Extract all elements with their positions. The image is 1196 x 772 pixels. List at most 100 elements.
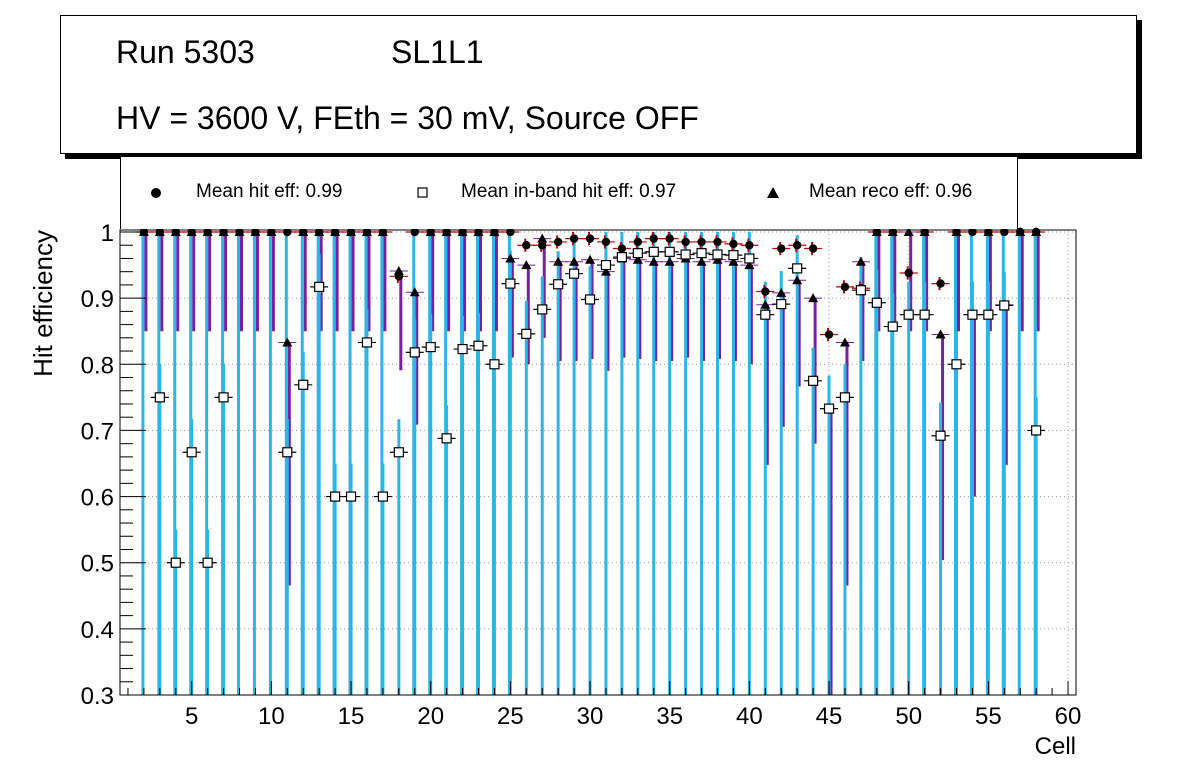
reco-point: [648, 256, 659, 266]
hit-point: [346, 227, 356, 237]
inband-point: [712, 249, 723, 260]
title-box: Run 5303 SL1L1 HV = 3600 V, FEth = 30 mV…: [60, 15, 1137, 154]
y-axis-label: Hit efficiency: [28, 230, 58, 377]
reco-point: [282, 337, 293, 347]
reco-point: [792, 275, 803, 285]
hit-point: [697, 237, 706, 247]
inband-point: [887, 321, 898, 332]
x-tick-label: 45: [816, 703, 843, 730]
inband-point: [807, 375, 819, 386]
hit-point: [1031, 227, 1041, 237]
reco-point: [585, 254, 596, 264]
reco-point: [839, 337, 850, 347]
hit-point: [171, 227, 180, 237]
inband-point: [154, 392, 165, 403]
inband-point: [345, 491, 357, 502]
legend-reco-marker-icon: [767, 187, 779, 198]
hit-point: [458, 227, 467, 237]
y-tick-label: 0.9: [81, 286, 114, 313]
inband-point: [967, 309, 978, 320]
data-markers: [138, 227, 1042, 568]
plot-frame-fill: [120, 230, 1076, 695]
hit-point: [426, 227, 435, 237]
hit-point: [362, 227, 372, 237]
inband-point: [919, 309, 930, 320]
hit-point: [808, 244, 818, 253]
inband-point: [282, 447, 293, 458]
inband-point: [186, 447, 197, 458]
x-tick-label: 15: [338, 703, 365, 730]
x-tick-label: 20: [417, 703, 444, 730]
y-tick-label: 1: [101, 220, 114, 247]
inband-point: [361, 337, 373, 348]
hit-point: [394, 272, 404, 281]
inband-point: [951, 359, 962, 370]
reco-point: [855, 256, 866, 266]
hit-point: [330, 227, 340, 237]
inband-point: [489, 359, 500, 370]
legend-hit-label: Mean hit eff: 0.99: [196, 181, 343, 202]
plot-frame: [119, 229, 1077, 696]
y-tick-label: 0.3: [81, 683, 114, 710]
inband-point: [218, 392, 229, 403]
inband-point: [505, 278, 516, 289]
hit-point: [840, 282, 850, 292]
hit-point: [904, 268, 913, 278]
inband-point: [680, 249, 691, 260]
inband-point: [744, 253, 755, 264]
inband-point: [823, 403, 835, 414]
inband-point: [871, 297, 882, 308]
y-tick-label: 0.4: [81, 617, 114, 644]
hit-point: [984, 227, 993, 237]
inband-point: [170, 557, 181, 568]
inband-point: [584, 294, 596, 305]
inband-point: [600, 259, 612, 271]
hit-point: [522, 241, 531, 250]
x-tick-label: 5: [185, 703, 198, 730]
x-tick-label: 35: [656, 703, 683, 730]
inband-point: [457, 343, 468, 355]
inband-point: [537, 304, 548, 315]
hit-point: [251, 227, 260, 237]
hit-point: [888, 227, 897, 237]
reco-point: [744, 260, 755, 270]
hit-point: [585, 234, 595, 243]
reco-point: [664, 256, 675, 266]
inband-point: [792, 263, 803, 274]
hit-point: [490, 227, 499, 237]
hit-point: [299, 227, 308, 237]
inband-point: [521, 328, 532, 339]
error-bars: [134, 231, 1046, 695]
x-tick-label: 30: [577, 703, 604, 730]
hit-point: [649, 234, 658, 243]
inband-point: [664, 246, 675, 257]
hit-point: [920, 227, 929, 237]
hit-point: [633, 237, 643, 247]
reco-point: [505, 253, 516, 263]
inband-point: [760, 309, 771, 320]
x-tick-label: 60: [1055, 703, 1082, 730]
hit-point: [203, 227, 212, 237]
inband-point: [855, 285, 867, 296]
x-axis-label: Cell: [1035, 733, 1076, 760]
inband-point: [409, 347, 420, 358]
inband-point: [425, 341, 436, 353]
legend: Mean hit eff: 0.99 Mean in-band hit eff:…: [120, 157, 1018, 229]
hit-point: [267, 227, 276, 237]
inband-point: [839, 392, 851, 403]
x-tick-label: 40: [736, 703, 763, 730]
run-label: Run 5303: [116, 34, 255, 70]
inband-point: [568, 268, 580, 279]
x-tick-label: 10: [258, 703, 285, 730]
legend-reco-label: Mean reco eff: 0.96: [809, 181, 973, 202]
inband-point: [553, 279, 564, 290]
hit-point: [442, 227, 451, 237]
reco-point: [600, 266, 611, 276]
inband-point: [632, 248, 643, 259]
inband-point: [999, 300, 1010, 311]
reco-point: [569, 256, 580, 266]
inband-point: [616, 252, 628, 263]
reco-point: [776, 287, 787, 297]
hit-point: [872, 227, 882, 237]
